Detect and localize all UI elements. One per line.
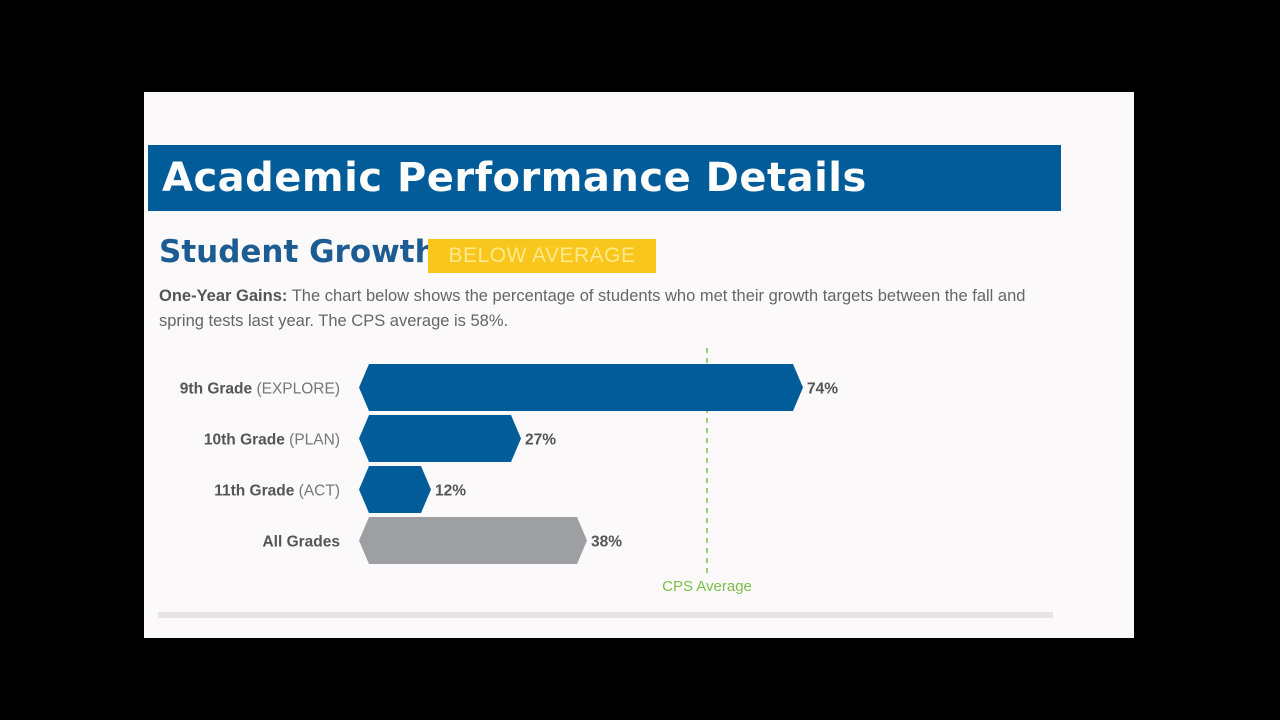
- status-badge: BELOW AVERAGE: [428, 239, 656, 273]
- value-label-2: 27%: [525, 432, 556, 449]
- category-name-2: 10th Grade: [204, 432, 285, 449]
- category-sub-1: (EXPLORE): [252, 381, 340, 398]
- value-label-4: 38%: [591, 534, 622, 551]
- description-body: The chart below shows the percentage of …: [159, 287, 1026, 330]
- category-label-4: All Grades: [262, 534, 340, 551]
- section-heading: Student Growth:: [159, 234, 450, 270]
- cps-average-label: CPS Average: [662, 578, 752, 595]
- category-name-3: 11th Grade: [214, 483, 294, 500]
- page-title: Academic Performance Details: [162, 155, 867, 201]
- bar-4: [359, 517, 587, 564]
- category-label-1: 9th Grade (EXPLORE): [180, 381, 340, 398]
- category-name-4: All Grades: [262, 534, 340, 551]
- footer-divider: [158, 612, 1053, 618]
- category-name-1: 9th Grade: [180, 381, 253, 398]
- value-label-1: 74%: [807, 381, 838, 398]
- category-sub-3: (ACT): [294, 483, 340, 500]
- category-label-2: 10th Grade (PLAN): [204, 432, 340, 449]
- description-lead: One-Year Gains:: [159, 287, 288, 305]
- category-label-3: 11th Grade (ACT): [214, 483, 340, 500]
- title-bar: Academic Performance Details: [148, 145, 1061, 211]
- bar-2: [359, 415, 521, 462]
- bar-1: [359, 364, 803, 411]
- category-sub-2: (PLAN): [285, 432, 340, 449]
- chart-description: One-Year Gains: The chart below shows th…: [159, 284, 1039, 334]
- slide: Academic Performance Details Student Gro…: [144, 92, 1134, 638]
- value-label-3: 12%: [435, 483, 466, 500]
- bar-3: [359, 466, 431, 513]
